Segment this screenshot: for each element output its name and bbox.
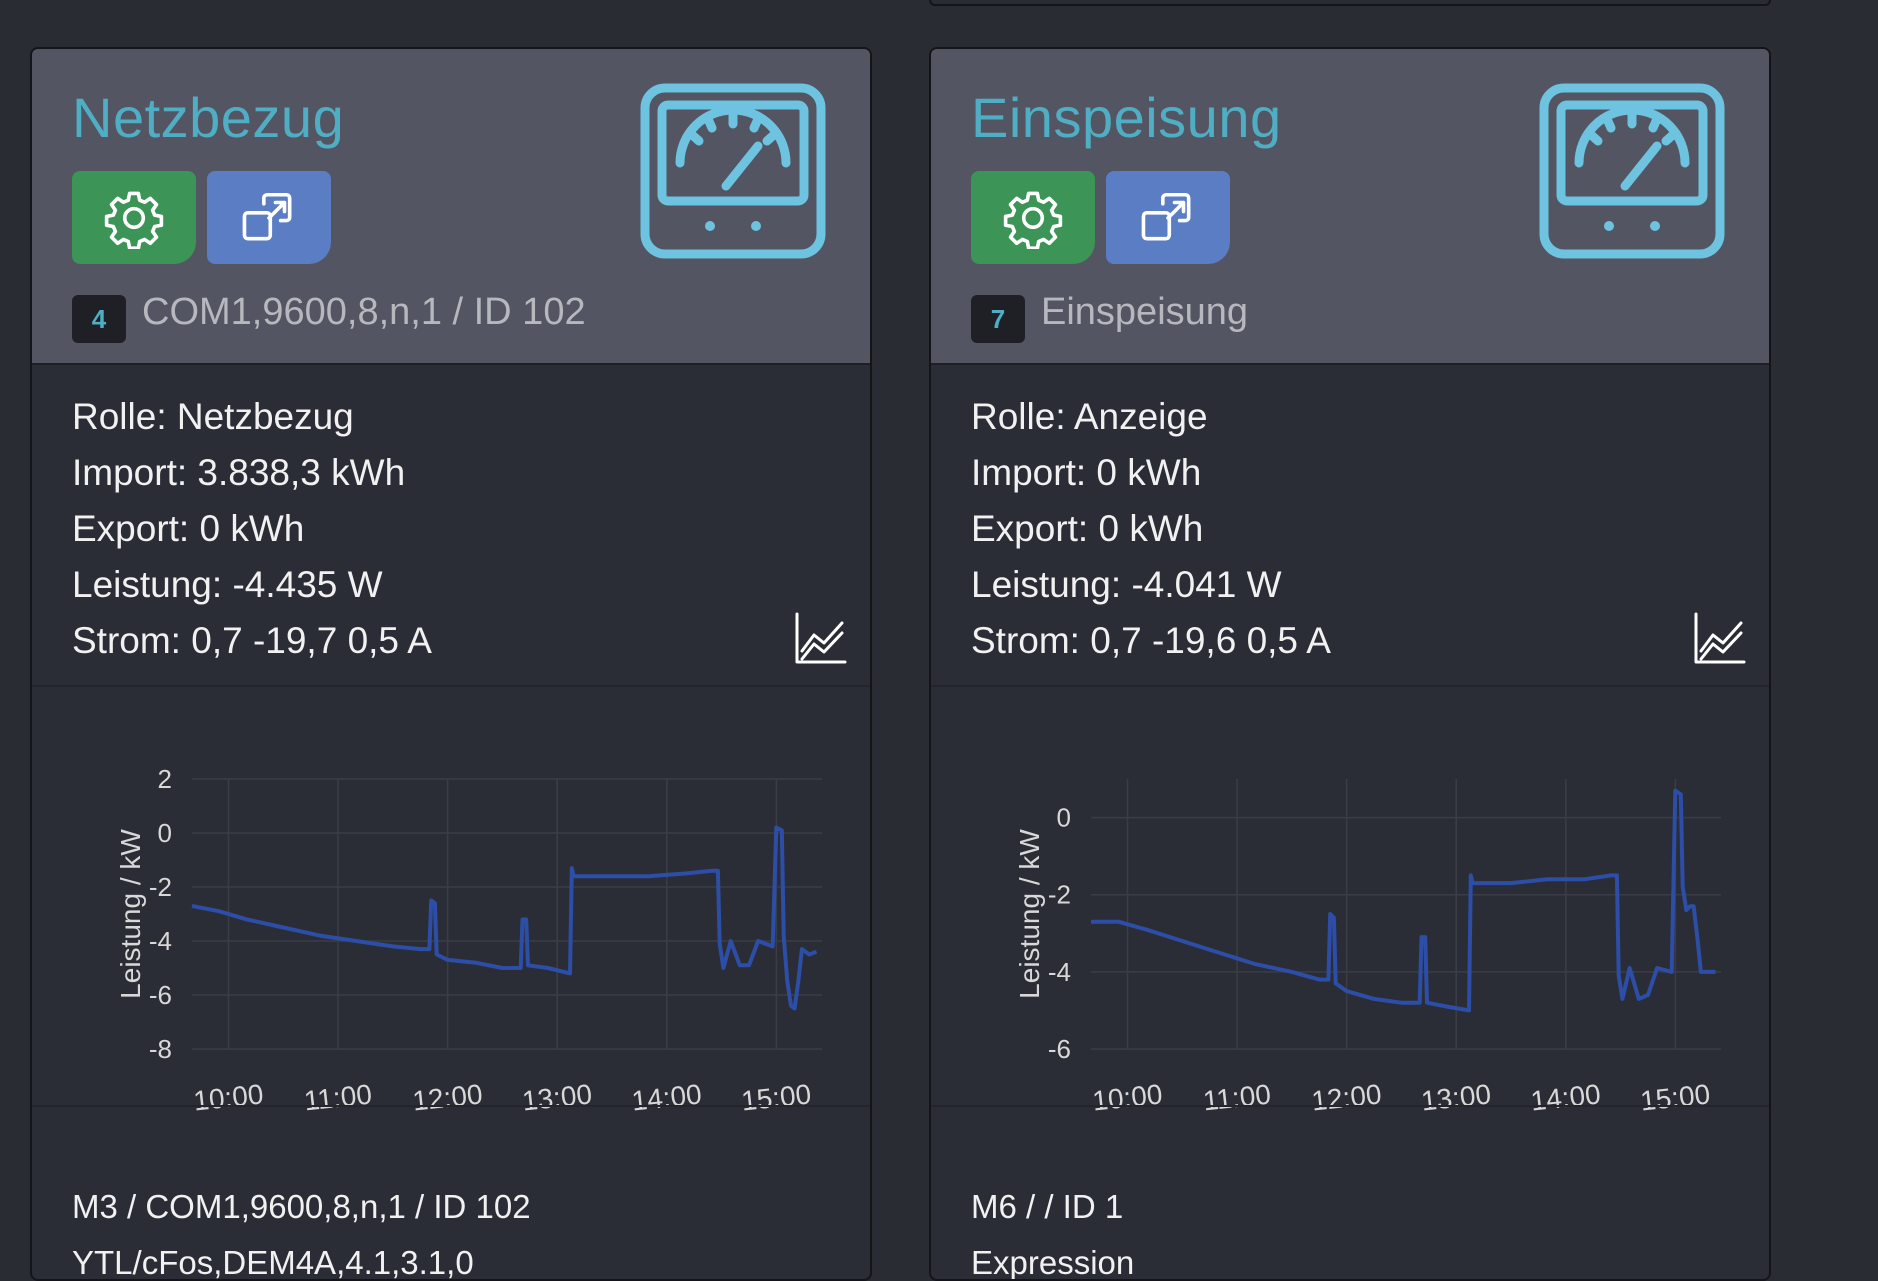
y-tick-label: -6 xyxy=(149,980,172,1010)
stats-list: Rolle: Netzbezug Import: 3.838,3 kWh Exp… xyxy=(72,389,432,669)
trend-chart-icon[interactable] xyxy=(1693,611,1747,665)
y-tick-label: -2 xyxy=(149,872,172,902)
power-series-line xyxy=(1091,788,1716,1013)
x-tick-label: 11:00 xyxy=(302,1079,373,1117)
current-text: Strom: 0,7 -19,7 0,5 A xyxy=(72,620,432,661)
card-header: Netzbezug 4 COM1,9600,8,n,1 / ID 102 xyxy=(32,49,870,365)
y-tick-label: -2 xyxy=(1048,880,1071,910)
device-model-text: Expression xyxy=(971,1244,1135,1281)
gauge-meter-icon xyxy=(640,83,826,259)
power-series-line xyxy=(191,825,818,1011)
divider xyxy=(32,685,870,687)
connection-subtitle: COM1,9600,8,n,1 / ID 102 xyxy=(142,291,586,333)
y-tick-label: -4 xyxy=(1048,957,1071,987)
y-tick-label: -6 xyxy=(1048,1034,1071,1064)
x-tick-label: 13:00 xyxy=(521,1078,594,1116)
device-address-text: M6 / / ID 1 xyxy=(971,1188,1124,1225)
settings-button[interactable] xyxy=(971,171,1095,264)
current-text: Strom: 0,7 -19,6 0,5 A xyxy=(971,620,1331,661)
x-tick-label: 12:00 xyxy=(411,1078,484,1116)
divider xyxy=(931,1105,1769,1107)
y-tick-label: -4 xyxy=(149,926,172,956)
card-title[interactable]: Einspeisung xyxy=(971,86,1282,149)
stats-list: Rolle: Anzeige Import: 0 kWh Export: 0 k… xyxy=(971,389,1331,669)
x-tick-label: 14:00 xyxy=(1529,1078,1602,1116)
x-tick-label: 11:00 xyxy=(1201,1079,1272,1117)
role-text: Rolle: Netzbezug xyxy=(72,396,354,437)
id-badge: 4 xyxy=(72,295,126,343)
import-text: Import: 0 kWh xyxy=(971,452,1202,493)
gear-icon xyxy=(104,191,164,249)
meter-card-einspeisung: Einspeisung 7 Einspeisung Rol xyxy=(929,47,1771,1281)
export-text: Export: 0 kWh xyxy=(971,508,1204,549)
open-button[interactable] xyxy=(1106,171,1230,264)
x-tick-label: 13:00 xyxy=(1420,1078,1493,1116)
role-text: Rolle: Anzeige xyxy=(971,396,1208,437)
open-external-icon xyxy=(242,192,292,240)
card-title[interactable]: Netzbezug xyxy=(72,86,345,149)
device-address-text: M3 / COM1,9600,8,n,1 / ID 102 xyxy=(72,1188,531,1225)
y-tick-label: -8 xyxy=(149,1034,172,1064)
x-tick-label: 10:00 xyxy=(1091,1078,1164,1116)
meter-card-netzbezug: Netzbezug 4 COM1,9600,8,n,1 / ID 102 xyxy=(30,47,872,1281)
x-tick-label: 12:00 xyxy=(1310,1078,1383,1116)
y-tick-label: 2 xyxy=(158,764,172,794)
card-header: Einspeisung 7 Einspeisung xyxy=(931,49,1769,365)
x-tick-label: 10:00 xyxy=(192,1078,265,1116)
card-footer: M6 / / ID 1 Expression xyxy=(971,1179,1135,1281)
power-text: Leistung: -4.041 W xyxy=(971,564,1282,605)
power-text: Leistung: -4.435 W xyxy=(72,564,383,605)
settings-button[interactable] xyxy=(72,171,196,264)
x-tick-label: 14:00 xyxy=(630,1078,703,1116)
y-tick-label: 0 xyxy=(158,818,172,848)
import-text: Import: 3.838,3 kWh xyxy=(72,452,406,493)
divider xyxy=(32,1105,870,1107)
power-chart: 2 0 -2 -4 -6 -8 10:00 11:00 12:00 13:00 14:00 15:00… xyxy=(115,764,822,1117)
id-badge: 7 xyxy=(971,295,1025,343)
open-button[interactable] xyxy=(207,171,331,264)
y-axis-label: Leistung / kW xyxy=(1014,829,1045,999)
export-text: Export: 0 kWh xyxy=(72,508,305,549)
x-tick-label: 15:00 xyxy=(740,1078,813,1116)
x-tick-label: 15:00 xyxy=(1639,1078,1712,1116)
y-tick-label: 0 xyxy=(1057,803,1071,833)
divider xyxy=(931,685,1769,687)
open-external-icon xyxy=(1141,192,1191,240)
power-chart: 0 -2 -4 -6 10:00 11:00 12:00 13:00 14:00 15:00 Lei… xyxy=(1014,779,1721,1117)
gauge-meter-icon xyxy=(1539,83,1725,259)
card-footer: M3 / COM1,9600,8,n,1 / ID 102 YTL/cFos,D… xyxy=(72,1179,531,1281)
gear-icon xyxy=(1003,191,1063,249)
device-model-text: YTL/cFos,DEM4A,4.1,3.1,0 xyxy=(72,1244,474,1281)
y-axis-label: Leistung / kW xyxy=(115,829,146,999)
previous-card-bottom-edge xyxy=(929,0,1771,6)
connection-subtitle: Einspeisung xyxy=(1041,291,1249,333)
trend-chart-icon[interactable] xyxy=(794,611,848,665)
